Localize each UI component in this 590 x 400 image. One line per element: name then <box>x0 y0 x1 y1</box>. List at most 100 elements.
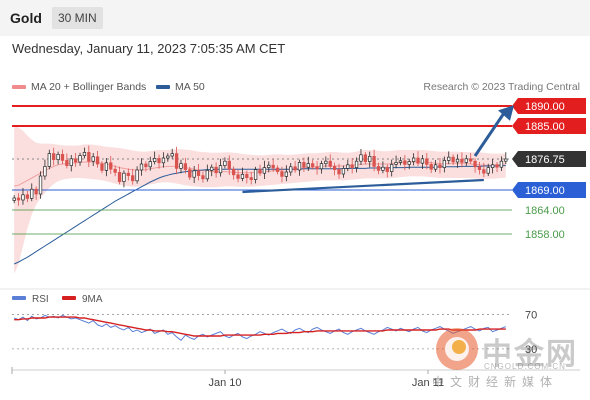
candle-body <box>420 158 425 164</box>
candle-body <box>245 174 249 178</box>
candle-body <box>139 163 144 171</box>
rsi-legend-swatch-9MA <box>62 296 76 300</box>
candle-body <box>390 164 394 172</box>
candle-body <box>495 164 499 168</box>
candle-body <box>91 156 95 162</box>
candle-body <box>477 166 482 170</box>
candle-body <box>34 188 38 195</box>
candle-body <box>464 158 468 163</box>
level-text-1864.00: 1864.00 <box>525 205 565 217</box>
candle-body <box>368 156 372 162</box>
candle-body <box>153 158 157 162</box>
candle-body <box>262 167 267 174</box>
candle-body <box>293 166 297 171</box>
watermark: 中金网 CNGOLD.COM.CN 中文财经新媒体 <box>432 326 588 389</box>
candle-body <box>499 160 504 168</box>
candle-body <box>416 157 420 164</box>
candle-body <box>65 160 69 166</box>
ma50-swatch <box>156 85 170 89</box>
candle-body <box>135 169 139 182</box>
level-tag-1869.00 <box>512 182 586 198</box>
level-label-1869.00: 1869.00 <box>512 182 586 198</box>
rsi-ma-line <box>14 316 506 337</box>
watermark-tag: 中文财经新媒体 <box>432 375 559 389</box>
candle-body <box>21 194 25 201</box>
support-trendline <box>242 178 484 194</box>
candle-body <box>411 157 416 162</box>
level-text-1876.75: 1876.75 <box>525 154 565 166</box>
candle-body <box>315 166 319 170</box>
timeframe-badge[interactable]: 30 MIN <box>52 7 103 29</box>
candle-body <box>319 163 324 170</box>
candle-body <box>346 164 350 169</box>
candle-body <box>227 160 231 170</box>
header-bar: Gold 30 MIN <box>0 0 590 36</box>
candle-body <box>179 163 183 169</box>
candle-body <box>253 169 258 180</box>
candle-body <box>341 168 346 175</box>
candle-body <box>359 154 363 162</box>
candle-body <box>43 166 47 177</box>
candle-body <box>214 166 218 174</box>
candle-body <box>166 155 170 159</box>
level-label-1876.75: 1876.75 <box>512 151 586 167</box>
candle-body <box>350 164 354 168</box>
watermark-cn: 中金网 <box>482 337 578 372</box>
level-text-1858.00: 1858.00 <box>525 229 565 241</box>
candle-body <box>201 175 205 180</box>
legend-ma50: MA 50 <box>156 81 205 93</box>
candles <box>12 145 508 206</box>
candle-body <box>131 175 135 182</box>
rsi-legend-swatch-RSI <box>12 296 26 300</box>
candle-body <box>223 160 227 166</box>
level-tag-1890.00 <box>512 98 586 114</box>
candle-body <box>482 169 486 174</box>
candle-body <box>12 197 16 201</box>
candle-body <box>451 156 455 163</box>
candle-body <box>438 164 442 168</box>
level-tag-1885.00 <box>512 118 586 134</box>
candle-body <box>297 162 302 171</box>
candle-body <box>210 166 214 171</box>
candle-body <box>429 164 433 170</box>
research-credit: Research © 2023 Trading Central <box>423 81 580 93</box>
level-label-1890.00: 1890.00 <box>512 98 586 114</box>
candle-body <box>104 162 109 171</box>
candle-body <box>240 174 245 179</box>
candle-body <box>205 170 209 180</box>
candle-body <box>47 153 51 167</box>
candle-body <box>148 161 152 168</box>
candle-body <box>311 163 315 168</box>
candle-body <box>157 158 161 164</box>
candle-body <box>302 162 306 168</box>
candle-body <box>337 169 341 175</box>
bollinger-band <box>14 126 506 274</box>
candle-body <box>455 158 460 163</box>
candle-body <box>25 194 30 199</box>
candle-body <box>280 171 284 177</box>
legend-bollinger: MA 20 + Bollinger Bands <box>12 81 146 93</box>
rsi-line <box>14 314 506 341</box>
candle-body <box>183 163 188 170</box>
level-text-1885.00: 1885.00 <box>525 121 565 133</box>
candle-body <box>232 168 236 176</box>
candle-body <box>170 153 174 157</box>
candle-body <box>324 160 328 164</box>
candle-body <box>473 160 477 168</box>
candle-body <box>113 168 117 173</box>
candle-body <box>398 160 403 163</box>
candle-body <box>174 153 179 169</box>
rsi-legend-9MA: 9MA <box>82 294 103 305</box>
candle-body <box>126 172 130 176</box>
x-tick-label-Jan 10: Jan 10 <box>208 377 241 389</box>
candle-body <box>372 156 376 167</box>
candle-body <box>460 158 464 163</box>
candle-body <box>69 158 73 166</box>
candle-body <box>328 160 332 167</box>
watermark-en: CNGOLD.COM.CN <box>484 362 566 371</box>
candle-body <box>109 162 113 170</box>
candle-body <box>73 158 78 163</box>
candle-body <box>38 175 43 195</box>
candle-body <box>117 172 122 182</box>
candle-body <box>306 163 310 168</box>
